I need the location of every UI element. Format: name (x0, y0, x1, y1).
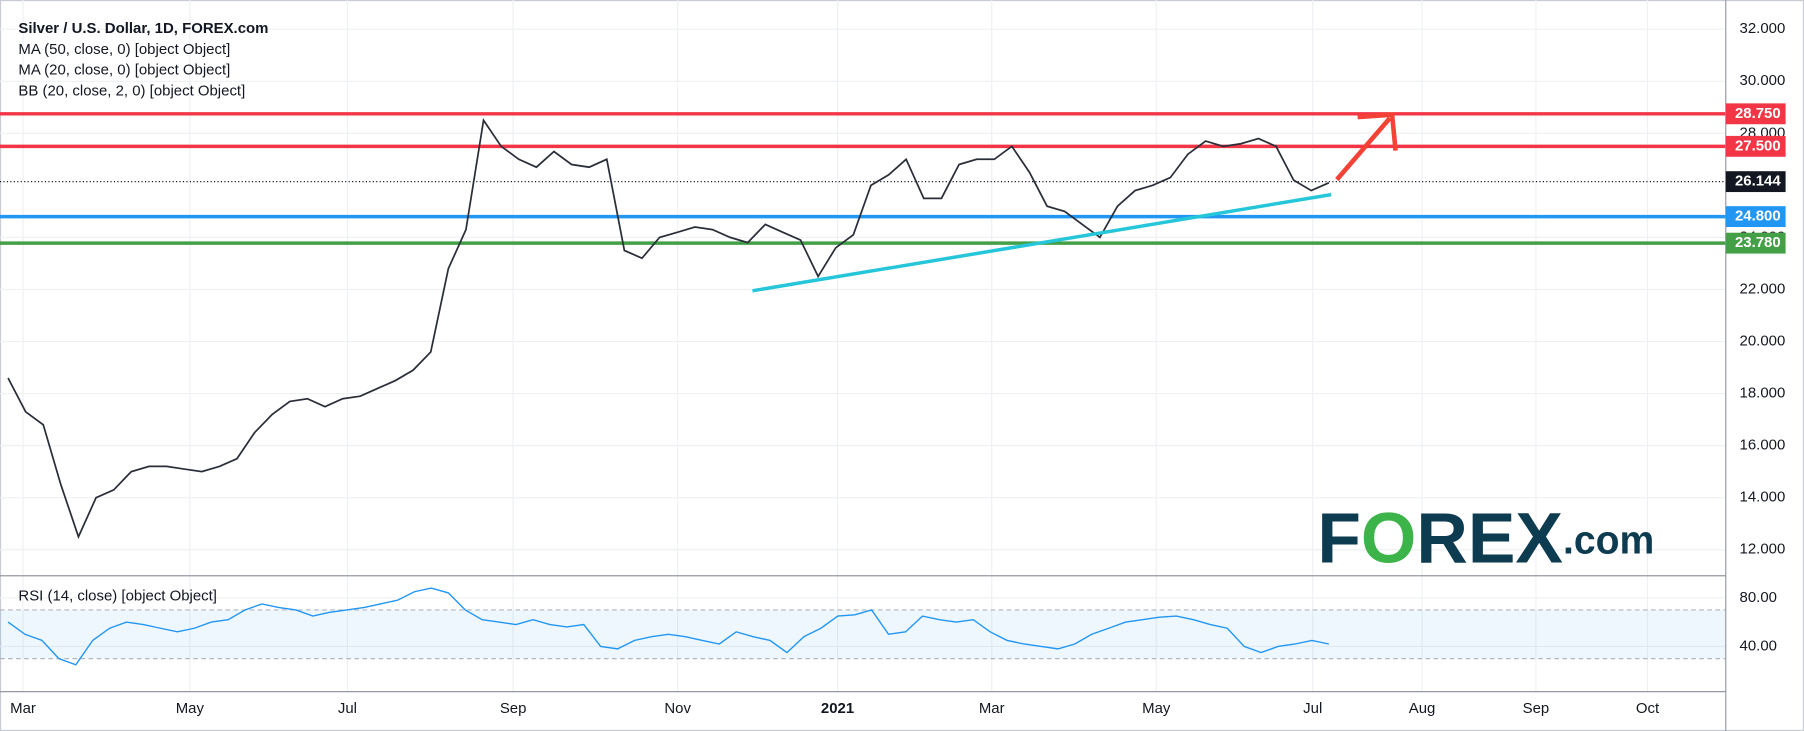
level-label: 24.800 (1735, 208, 1781, 225)
y-tick-label: 32.000 (1740, 20, 1786, 37)
y-tick-label: 18.000 (1740, 385, 1786, 402)
x-tick-label: May (1142, 700, 1171, 717)
y-tick-label: 80.00 (1740, 589, 1777, 606)
level-label: 28.750 (1735, 105, 1781, 122)
y-tick-label: 40.00 (1740, 637, 1777, 654)
x-tick-label: May (176, 700, 205, 717)
y-tick-label: 16.000 (1740, 437, 1786, 454)
level-tag (1725, 232, 1786, 254)
trend-line (752, 192, 1332, 293)
x-tick-label: Mar (10, 700, 36, 717)
x-tick-label: Sep (1523, 700, 1550, 717)
level-label: 27.500 (1735, 137, 1781, 154)
x-tick-label: Sep (500, 700, 527, 717)
indicator-label: MA (50, close, 0) [object Object] (18, 41, 230, 58)
rsi-label: RSI (14, close) [object Object] (18, 588, 217, 605)
logo-part: .com (1563, 519, 1654, 563)
level-tag (1725, 135, 1786, 157)
x-tick-label: Jul (1303, 700, 1322, 717)
level-tag (1725, 171, 1786, 193)
logo-part: O (1361, 498, 1416, 578)
logo: FOREX.com (1317, 498, 1654, 578)
x-tick-label: Mar (979, 700, 1005, 717)
level-label: 26.144 (1735, 173, 1781, 190)
plot (0, 112, 1726, 666)
x-tick-label: Jul (338, 700, 357, 717)
level-tag (1725, 206, 1786, 228)
x-tick-label: 2021 (821, 700, 854, 717)
level-tag (1725, 103, 1786, 125)
indicator-label: MA (20, close, 0) [object Object] (18, 62, 230, 79)
price-line (7, 117, 1330, 540)
y-tick-label: 12.000 (1740, 541, 1786, 558)
y-tick-label: 22.000 (1740, 280, 1786, 297)
y-tick-label: 20.000 (1740, 332, 1786, 349)
x-tick-label: Nov (664, 700, 691, 717)
arrow (1335, 112, 1398, 182)
logo-part: REX (1416, 498, 1563, 578)
chart-title: Silver / U.S. Dollar, 1D, FOREX.com (18, 20, 268, 37)
level-label: 23.780 (1735, 234, 1781, 251)
logo-part: F (1317, 498, 1361, 578)
rsi-band (0, 609, 1726, 659)
x-tick-label: Aug (1409, 700, 1436, 717)
x-tick-label: Oct (1636, 700, 1660, 717)
indicator-label: BB (20, close, 2, 0) [object Object] (18, 82, 245, 99)
rsi-line (7, 587, 1329, 666)
y-tick-label: 30.000 (1740, 72, 1786, 89)
y-tick-label: 14.000 (1740, 489, 1786, 506)
